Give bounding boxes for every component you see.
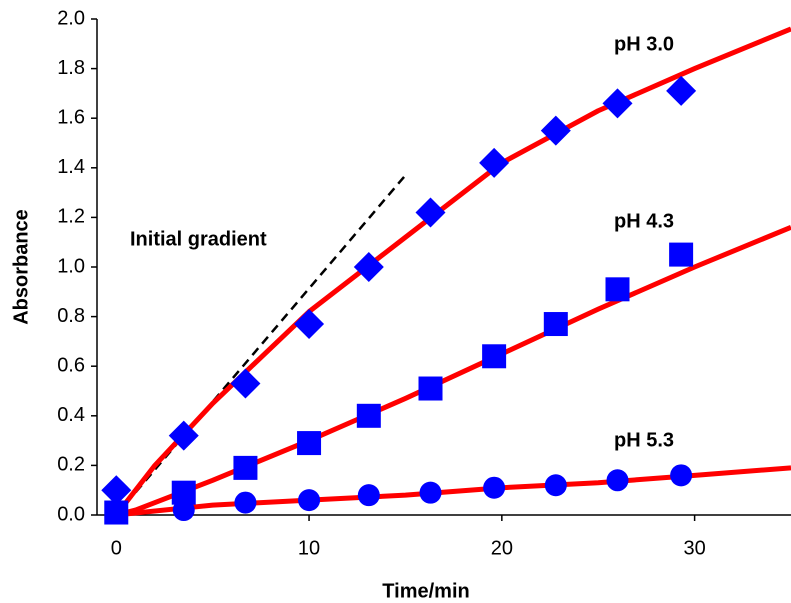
y-tick-label: 0.0 [57, 503, 85, 525]
y-tick-label: 1.6 [57, 106, 85, 128]
x-tick-label: 10 [298, 537, 320, 559]
marker-circle [483, 476, 506, 499]
y-tick-label: 0.6 [57, 354, 85, 376]
marker-diamond [415, 197, 446, 228]
marker-circle [544, 474, 567, 497]
y-tick-label: 1.0 [57, 255, 85, 277]
y-tick-label: 0.4 [57, 404, 85, 426]
series-label: pH 4.3 [614, 210, 674, 232]
fit-line [114, 26, 791, 517]
marker-square [605, 277, 630, 302]
fit-line [115, 225, 791, 518]
marker-circle [234, 491, 257, 514]
marker-circle [606, 469, 629, 492]
marker-diamond [294, 309, 325, 340]
marker-square [543, 312, 568, 337]
marker-square [669, 242, 694, 267]
marker-circle [419, 481, 442, 504]
marker-diamond [168, 420, 199, 451]
marker-diamond [101, 475, 132, 506]
gradient-line [115, 174, 407, 516]
marker-diamond [479, 147, 510, 178]
series-label: pH 5.3 [614, 429, 674, 451]
marker-circle [357, 484, 380, 507]
x-axis-label: Time/min [382, 580, 469, 602]
x-tick-label: 20 [491, 537, 513, 559]
y-axis-label: Absorbance [10, 209, 32, 325]
series-label: pH 3.0 [614, 33, 674, 55]
marker-square [233, 455, 258, 480]
y-tick-label: 0.2 [57, 454, 85, 476]
marker-diamond [666, 75, 697, 106]
y-tick-label: 1.2 [57, 206, 85, 228]
marker-circle [105, 501, 128, 524]
y-tick-label: 1.8 [57, 57, 85, 79]
marker-circle [172, 499, 195, 522]
marker-square [418, 376, 443, 401]
marker-square [482, 344, 507, 369]
marker-diamond [230, 368, 261, 399]
y-tick-label: 0.8 [57, 305, 85, 327]
marker-diamond [602, 88, 633, 119]
y-tick-label: 1.4 [57, 156, 85, 178]
x-tick-label: 0 [111, 537, 122, 559]
marker-diamond [353, 252, 384, 282]
x-tick-label: 30 [683, 537, 705, 559]
marker-circle [298, 489, 321, 512]
annotation: Initial gradient [130, 228, 267, 250]
marker-diamond [540, 115, 571, 146]
y-tick-label: 2.0 [57, 7, 85, 29]
marker-circle [670, 464, 693, 487]
marker-square [356, 403, 381, 428]
marker-square [297, 431, 322, 456]
